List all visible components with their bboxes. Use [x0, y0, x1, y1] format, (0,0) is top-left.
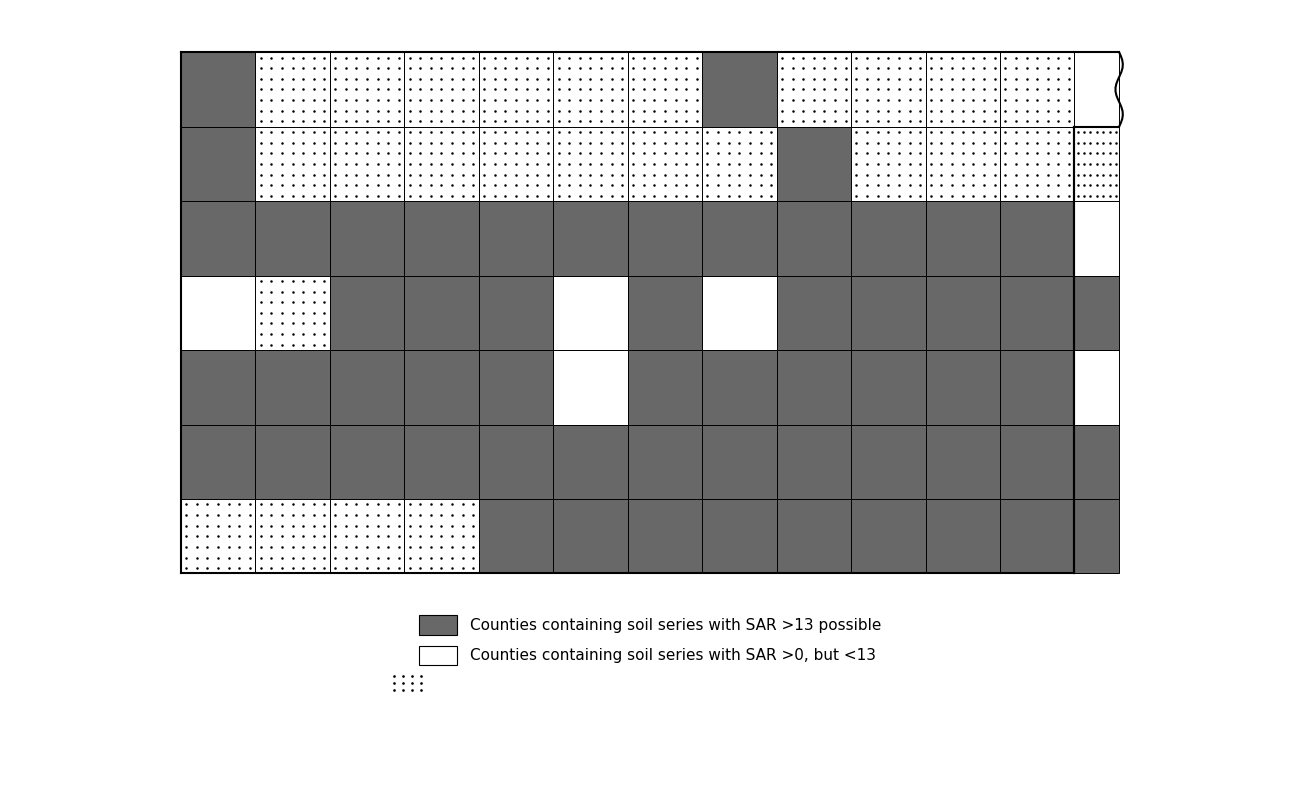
Bar: [702, 126, 776, 201]
Bar: [1000, 350, 1075, 424]
Bar: [181, 276, 255, 350]
Bar: [776, 126, 852, 201]
Bar: [702, 499, 776, 574]
Bar: [1000, 499, 1075, 574]
Bar: [330, 201, 404, 276]
Bar: [478, 424, 554, 499]
Bar: [330, 424, 404, 499]
Bar: [181, 499, 255, 574]
Bar: [404, 276, 478, 350]
Bar: [1000, 276, 1075, 350]
Bar: [852, 424, 926, 499]
Bar: [926, 499, 1000, 574]
Bar: [852, 276, 926, 350]
Bar: [255, 350, 330, 424]
Bar: [926, 201, 1000, 276]
Bar: [181, 350, 255, 424]
Bar: [330, 276, 404, 350]
Bar: [1075, 350, 1119, 424]
Bar: [478, 276, 554, 350]
Bar: [628, 126, 702, 201]
Bar: [255, 276, 330, 350]
Bar: [478, 499, 554, 574]
Bar: [1075, 52, 1119, 126]
Bar: [776, 201, 852, 276]
Bar: [852, 52, 926, 126]
Bar: [1000, 201, 1075, 276]
Bar: [776, 52, 852, 126]
Bar: [926, 276, 1000, 350]
Bar: [478, 52, 554, 126]
Bar: [181, 201, 255, 276]
Bar: [554, 276, 628, 350]
Bar: [1000, 424, 1075, 499]
Legend: Counties containing soil series with SAR >13 possible, Counties containing soil : Counties containing soil series with SAR…: [404, 600, 896, 680]
Bar: [776, 276, 852, 350]
Bar: [404, 52, 478, 126]
Bar: [926, 424, 1000, 499]
Bar: [404, 424, 478, 499]
Bar: [628, 52, 702, 126]
Bar: [776, 499, 852, 574]
Bar: [1000, 52, 1075, 126]
Bar: [330, 126, 404, 201]
Bar: [181, 52, 255, 126]
Bar: [255, 52, 330, 126]
Bar: [702, 424, 776, 499]
Bar: [554, 499, 628, 574]
Bar: [330, 350, 404, 424]
Bar: [1075, 424, 1119, 499]
Bar: [181, 424, 255, 499]
Bar: [702, 350, 776, 424]
Bar: [181, 126, 255, 201]
Bar: [1075, 276, 1119, 350]
Bar: [554, 350, 628, 424]
Bar: [628, 350, 702, 424]
Bar: [330, 52, 404, 126]
Bar: [1000, 126, 1075, 201]
Bar: [776, 350, 852, 424]
Bar: [926, 52, 1000, 126]
Bar: [628, 276, 702, 350]
Bar: [255, 126, 330, 201]
Bar: [702, 276, 776, 350]
Bar: [404, 350, 478, 424]
Bar: [478, 201, 554, 276]
Bar: [554, 126, 628, 201]
Bar: [404, 499, 478, 574]
Bar: [404, 201, 478, 276]
Bar: [702, 201, 776, 276]
Bar: [478, 126, 554, 201]
Bar: [926, 126, 1000, 201]
Bar: [852, 201, 926, 276]
Bar: [255, 424, 330, 499]
Bar: [1075, 126, 1119, 201]
Bar: [852, 350, 926, 424]
Bar: [852, 126, 926, 201]
Bar: [1075, 499, 1119, 574]
Bar: [330, 499, 404, 574]
Bar: [255, 201, 330, 276]
Bar: [776, 424, 852, 499]
Bar: [1075, 201, 1119, 276]
Bar: [702, 52, 776, 126]
Bar: [628, 424, 702, 499]
Bar: [852, 499, 926, 574]
Bar: [554, 424, 628, 499]
Bar: [628, 499, 702, 574]
Bar: [554, 52, 628, 126]
Bar: [478, 350, 554, 424]
Bar: [554, 201, 628, 276]
Bar: [926, 350, 1000, 424]
Bar: [255, 499, 330, 574]
Bar: [628, 201, 702, 276]
Bar: [404, 126, 478, 201]
